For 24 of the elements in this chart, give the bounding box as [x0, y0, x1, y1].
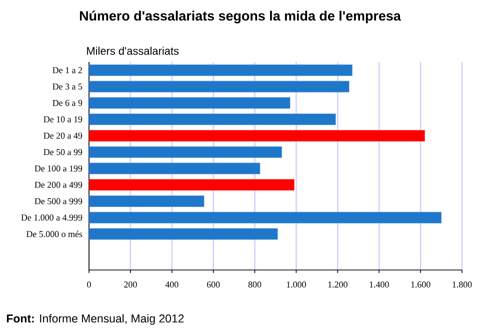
- text: Font: Informe Mensual, Maig 2012: [6, 314, 184, 325]
- y-tick-label: De 5.000 o més: [26, 230, 82, 238]
- y-tick-label: De 10 a 19: [44, 116, 82, 122]
- y-tick-label: De 100 a 199: [34, 165, 82, 172]
- x-tick-label: 800: [248, 281, 262, 288]
- x-tick-label: 1.200: [328, 281, 348, 288]
- y-tick-label: De 6 a 9: [52, 100, 82, 106]
- y-tick-label: De 200 a 499: [34, 182, 82, 188]
- x-tick-label: 400: [165, 281, 178, 288]
- x-axis-title: Milers d'assalariats: [87, 46, 179, 55]
- y-tick-label: De 1 a 2: [52, 67, 82, 74]
- y-tick-label: De 50 a 99: [44, 149, 82, 156]
- x-tick-label: 1.000: [286, 281, 306, 288]
- x-tick-label: 1.600: [411, 281, 430, 288]
- x-tick-label: 600: [207, 281, 220, 288]
- y-tick-label: De 1.000 a 4.999: [21, 214, 82, 221]
- x-tick-label: 1.400: [370, 281, 389, 288]
- x-tick-label: 1.800: [452, 281, 472, 288]
- y-tick-label: De 500 a 999: [34, 198, 82, 204]
- x-tick-label: 200: [124, 281, 137, 288]
- x-tick-label: 0: [87, 281, 91, 288]
- y-tick-label: De 20 a 49: [44, 132, 82, 139]
- chart-title: Número d'assalariats segons la mida de l'empresa: [80, 10, 401, 24]
- y-tick-label: De 3 a 5: [52, 84, 82, 90]
